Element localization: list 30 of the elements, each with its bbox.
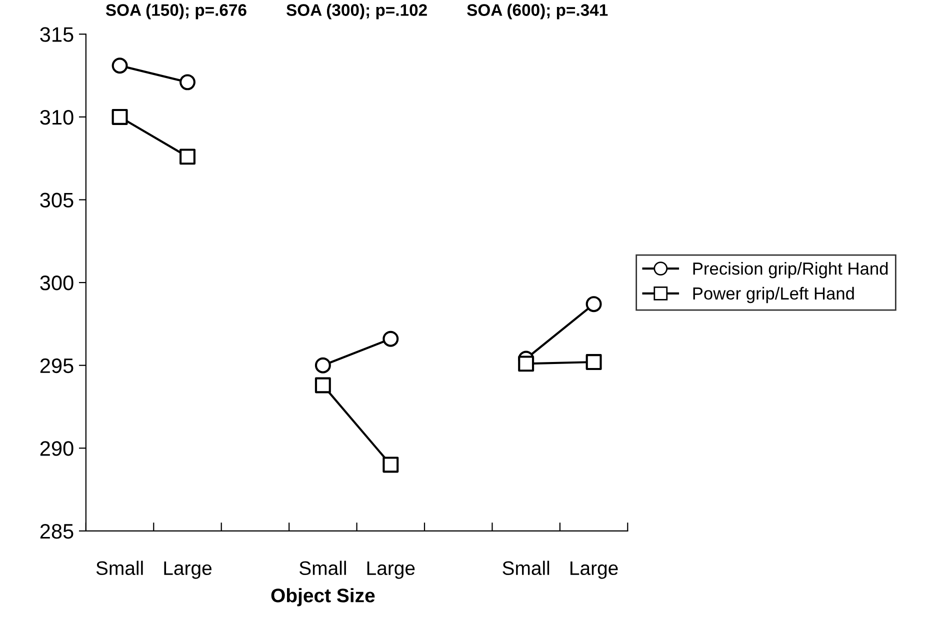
point	[112, 58, 128, 74]
y-tick-label: 295	[40, 358, 74, 374]
point	[586, 296, 602, 312]
point	[314, 357, 331, 374]
point	[180, 148, 196, 165]
point	[518, 356, 534, 372]
x-tick-label: Large	[570, 561, 618, 579]
legend-label: Precision grip/Right Hand	[693, 262, 888, 278]
x-tick-label: Small	[300, 560, 346, 576]
text: SOA (150); p=.676	[106, 4, 246, 20]
y-tick-label: 285	[40, 524, 74, 539]
y-tick-label: 290	[40, 441, 74, 456]
x-tick-label: Small	[502, 560, 550, 576]
point	[382, 330, 399, 347]
x-tick-label: Large	[164, 561, 212, 579]
legend-label: Power grip/Left Hand	[693, 286, 854, 304]
y-tick-label: 310	[40, 110, 74, 125]
point	[382, 456, 399, 473]
y-tick-label: 305	[40, 192, 74, 208]
point	[314, 377, 331, 394]
y-tick-label: 300	[40, 276, 74, 290]
text: SOA (600); p=.341	[467, 4, 608, 20]
y-tick-label: 315	[40, 27, 74, 42]
point	[112, 108, 128, 125]
point	[180, 74, 196, 90]
text: SOA (300); p=.102	[286, 4, 427, 20]
x-tick-label: Small	[96, 560, 143, 576]
x-tick-label: Large	[367, 561, 415, 579]
x-axis-title: Object Size	[271, 588, 375, 606]
point	[586, 354, 602, 370]
